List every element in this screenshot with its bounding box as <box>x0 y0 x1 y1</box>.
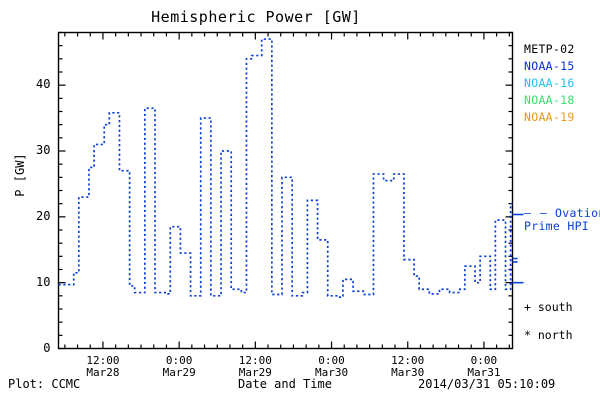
x-tick-label: 12:00 Mar28 <box>58 353 148 379</box>
x-tick-time: 0:00 <box>470 353 498 367</box>
x-tick-date: Mar31 <box>467 365 501 379</box>
x-tick-time: 0:00 <box>165 353 193 367</box>
y-tick-label: 10 <box>36 274 51 289</box>
x-tick-label: 0:00 Mar30 <box>287 353 377 379</box>
x-tick-date: Mar29 <box>238 365 272 379</box>
x-tick-date: Mar30 <box>314 365 349 379</box>
x-axis-title: Date and Time <box>238 377 332 391</box>
axis-ticks <box>58 31 513 350</box>
plot-timestamp: 2014/03/31 05:10:09 <box>418 377 556 391</box>
ovation-label-line1: Ovation <box>555 206 600 220</box>
x-tick-date: Mar30 <box>391 365 425 379</box>
x-tick-label: 0:00 Mar29 <box>134 353 224 379</box>
legend-south-label: south <box>537 300 573 314</box>
y-tick-label: 40 <box>36 77 51 92</box>
ovation-label-line2: Prime HPI <box>524 219 590 233</box>
legend-north-label: north <box>537 328 573 342</box>
y-tick-label: 0 <box>43 340 51 355</box>
legend-south: + south <box>524 300 573 314</box>
page-title: Hemispheric Power [GW] <box>151 8 361 26</box>
legend-entry-metp-02: METP-02 <box>524 42 575 56</box>
x-tick-time: 12:00 <box>391 353 425 367</box>
legend-axis-marks <box>512 213 524 284</box>
asterisk-marker-icon: * <box>524 328 531 342</box>
y-tick-label: 30 <box>36 143 51 157</box>
plot-credit: Plot: CCMC <box>8 377 81 391</box>
x-tick-time: 0:00 <box>318 353 345 367</box>
series-line <box>58 38 513 298</box>
x-tick-label: 12:00 Mar29 <box>210 353 300 379</box>
y-tick-label: 20 <box>36 208 51 223</box>
legend-entry-noaa-15: NOAA-15 <box>524 59 575 73</box>
legend-entry-noaa-18: NOAA-18 <box>524 93 575 107</box>
x-tick-label: 0:00 Mar31 <box>439 353 529 379</box>
x-tick-time: 12:00 <box>238 353 272 367</box>
legend-north: * north <box>524 328 573 342</box>
legend-entry-noaa-19: NOAA-19 <box>524 110 575 124</box>
legend-entry-noaa-16: NOAA-16 <box>524 76 575 90</box>
legend-satellites: METP-02 NOAA-15 NOAA-16 NOAA-18 NOAA-19 <box>524 41 575 126</box>
x-tick-date: Mar28 <box>86 365 120 379</box>
x-tick-time: 12:00 <box>86 353 120 367</box>
x-tick-label: 12:00 Mar30 <box>363 353 453 379</box>
plus-marker-icon: + <box>524 300 531 314</box>
x-tick-date: Mar29 <box>162 365 196 379</box>
data-series-ovation-prime-hpi <box>58 38 513 298</box>
legend-ovation-prime: — — Ovation Prime HPI <box>524 207 600 233</box>
ovation-dash-icon: — — <box>524 206 548 220</box>
plot-frame <box>57 31 514 350</box>
